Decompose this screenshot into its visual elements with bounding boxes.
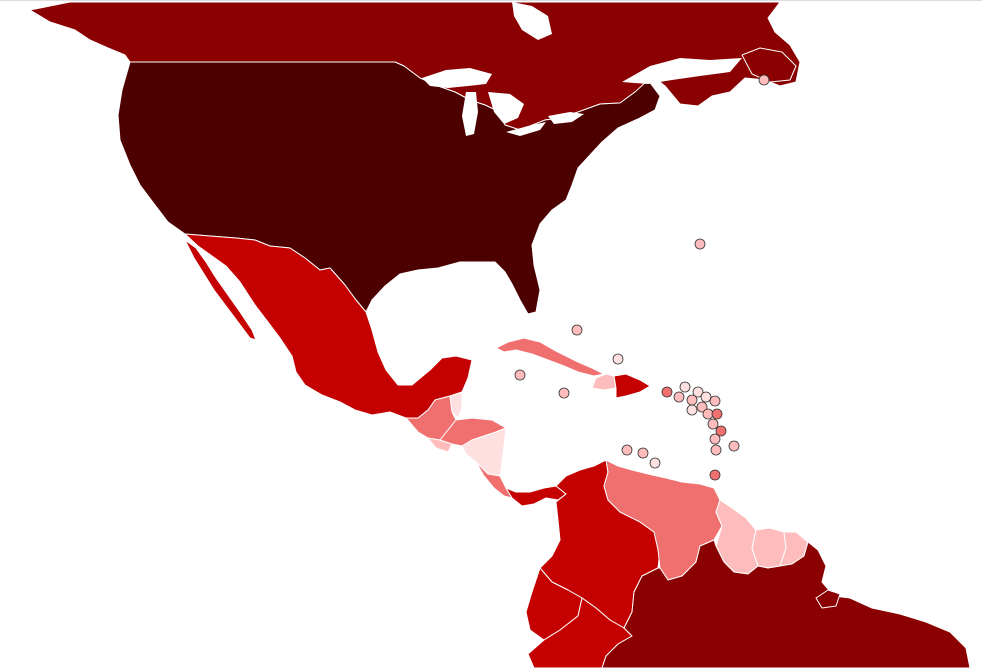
marker-saint-martin[interactable]	[700, 391, 712, 403]
country-mexico[interactable]	[184, 233, 473, 419]
marker-cayman-islands[interactable]	[514, 369, 526, 381]
marker-saint-kitts[interactable]	[686, 394, 698, 406]
marker-guadeloupe[interactable]	[702, 408, 714, 420]
marker-curacao[interactable]	[637, 447, 649, 459]
lake-erie	[506, 122, 546, 136]
lake-ontario	[548, 112, 584, 124]
country-dominican-republic[interactable]	[613, 373, 651, 399]
marker-saba[interactable]	[686, 404, 698, 416]
marker-bahamas-east[interactable]	[612, 353, 624, 365]
marker-saint-pierre-miquelon[interactable]	[758, 74, 770, 86]
country-guatemala[interactable]	[405, 395, 457, 441]
marker-trinidad-tobago[interactable]	[709, 469, 721, 481]
lake-huron	[488, 92, 524, 124]
marker-montserrat[interactable]	[696, 401, 708, 413]
marker-antigua[interactable]	[709, 395, 721, 407]
country-haiti[interactable]	[591, 373, 617, 391]
great-lakes	[422, 2, 742, 136]
marker-british-virgin-islands[interactable]	[679, 381, 691, 393]
marker-anguilla[interactable]	[692, 386, 704, 398]
marker-grenada[interactable]	[710, 444, 722, 456]
gulf-st-lawrence	[622, 58, 742, 84]
country-belize[interactable]	[449, 391, 463, 419]
marker-martinique[interactable]	[711, 408, 723, 420]
marker-bermuda[interactable]	[694, 238, 706, 250]
country-el-salvador[interactable]	[427, 437, 453, 453]
marker-puerto-rico[interactable]	[661, 386, 673, 398]
marker-jamaica[interactable]	[558, 387, 570, 399]
marker-dominica[interactable]	[707, 418, 719, 430]
country-canada-newfoundland[interactable]	[741, 47, 797, 83]
marker-turks-caicos[interactable]	[571, 324, 583, 336]
country-nicaragua[interactable]	[461, 427, 507, 477]
marker-us-virgin-islands[interactable]	[673, 391, 685, 403]
lake-michigan	[462, 92, 478, 136]
island-markers	[514, 74, 770, 481]
hudson-bay-inlet	[512, 2, 552, 40]
country-brazil-marajo[interactable]	[815, 589, 841, 609]
marker-saint-lucia[interactable]	[715, 425, 727, 437]
country-cuba[interactable]	[495, 337, 605, 377]
marker-aruba[interactable]	[621, 444, 633, 456]
marker-saint-vincent[interactable]	[709, 433, 721, 445]
country-mexico-baja[interactable]	[184, 239, 257, 341]
lake-superior	[422, 68, 492, 88]
country-brazil[interactable]	[601, 539, 971, 668]
marker-barbados[interactable]	[728, 440, 740, 452]
marker-bonaire[interactable]	[649, 457, 661, 469]
